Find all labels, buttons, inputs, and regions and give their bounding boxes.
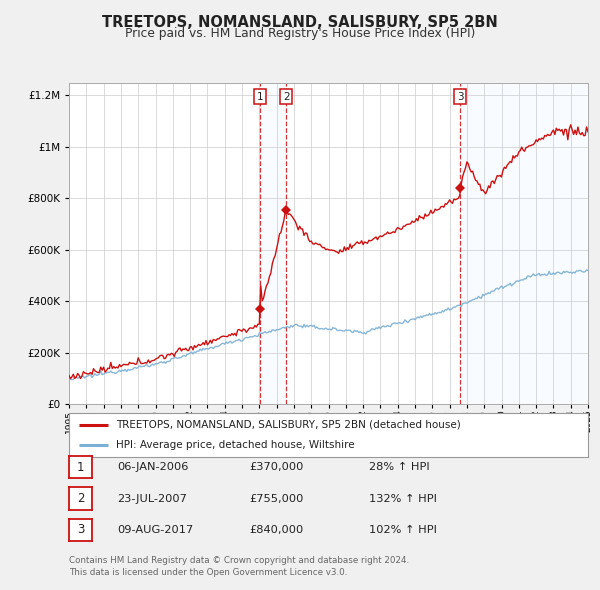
Text: HPI: Average price, detached house, Wiltshire: HPI: Average price, detached house, Wilt… bbox=[116, 440, 355, 450]
Text: TREETOPS, NOMANSLAND, SALISBURY, SP5 2BN (detached house): TREETOPS, NOMANSLAND, SALISBURY, SP5 2BN… bbox=[116, 420, 460, 430]
Text: 06-JAN-2006: 06-JAN-2006 bbox=[117, 463, 188, 472]
Text: Price paid vs. HM Land Registry's House Price Index (HPI): Price paid vs. HM Land Registry's House … bbox=[125, 27, 475, 40]
Text: 28% ↑ HPI: 28% ↑ HPI bbox=[369, 463, 430, 472]
Text: 3: 3 bbox=[77, 523, 84, 536]
Text: TREETOPS, NOMANSLAND, SALISBURY, SP5 2BN: TREETOPS, NOMANSLAND, SALISBURY, SP5 2BN bbox=[102, 15, 498, 30]
Text: 09-AUG-2017: 09-AUG-2017 bbox=[117, 525, 193, 535]
Bar bbox=[260, 83, 286, 404]
Text: 3: 3 bbox=[457, 92, 463, 101]
Text: 132% ↑ HPI: 132% ↑ HPI bbox=[369, 494, 437, 503]
Text: 102% ↑ HPI: 102% ↑ HPI bbox=[369, 525, 437, 535]
Text: 2: 2 bbox=[283, 92, 290, 101]
Text: 2: 2 bbox=[77, 492, 84, 505]
Text: £370,000: £370,000 bbox=[249, 463, 304, 472]
Text: 1: 1 bbox=[77, 461, 84, 474]
Bar bbox=[460, 83, 588, 404]
Text: £840,000: £840,000 bbox=[249, 525, 303, 535]
Text: £755,000: £755,000 bbox=[249, 494, 304, 503]
Text: 23-JUL-2007: 23-JUL-2007 bbox=[117, 494, 187, 503]
Text: Contains HM Land Registry data © Crown copyright and database right 2024.
This d: Contains HM Land Registry data © Crown c… bbox=[69, 556, 409, 576]
Text: 1: 1 bbox=[256, 92, 263, 101]
